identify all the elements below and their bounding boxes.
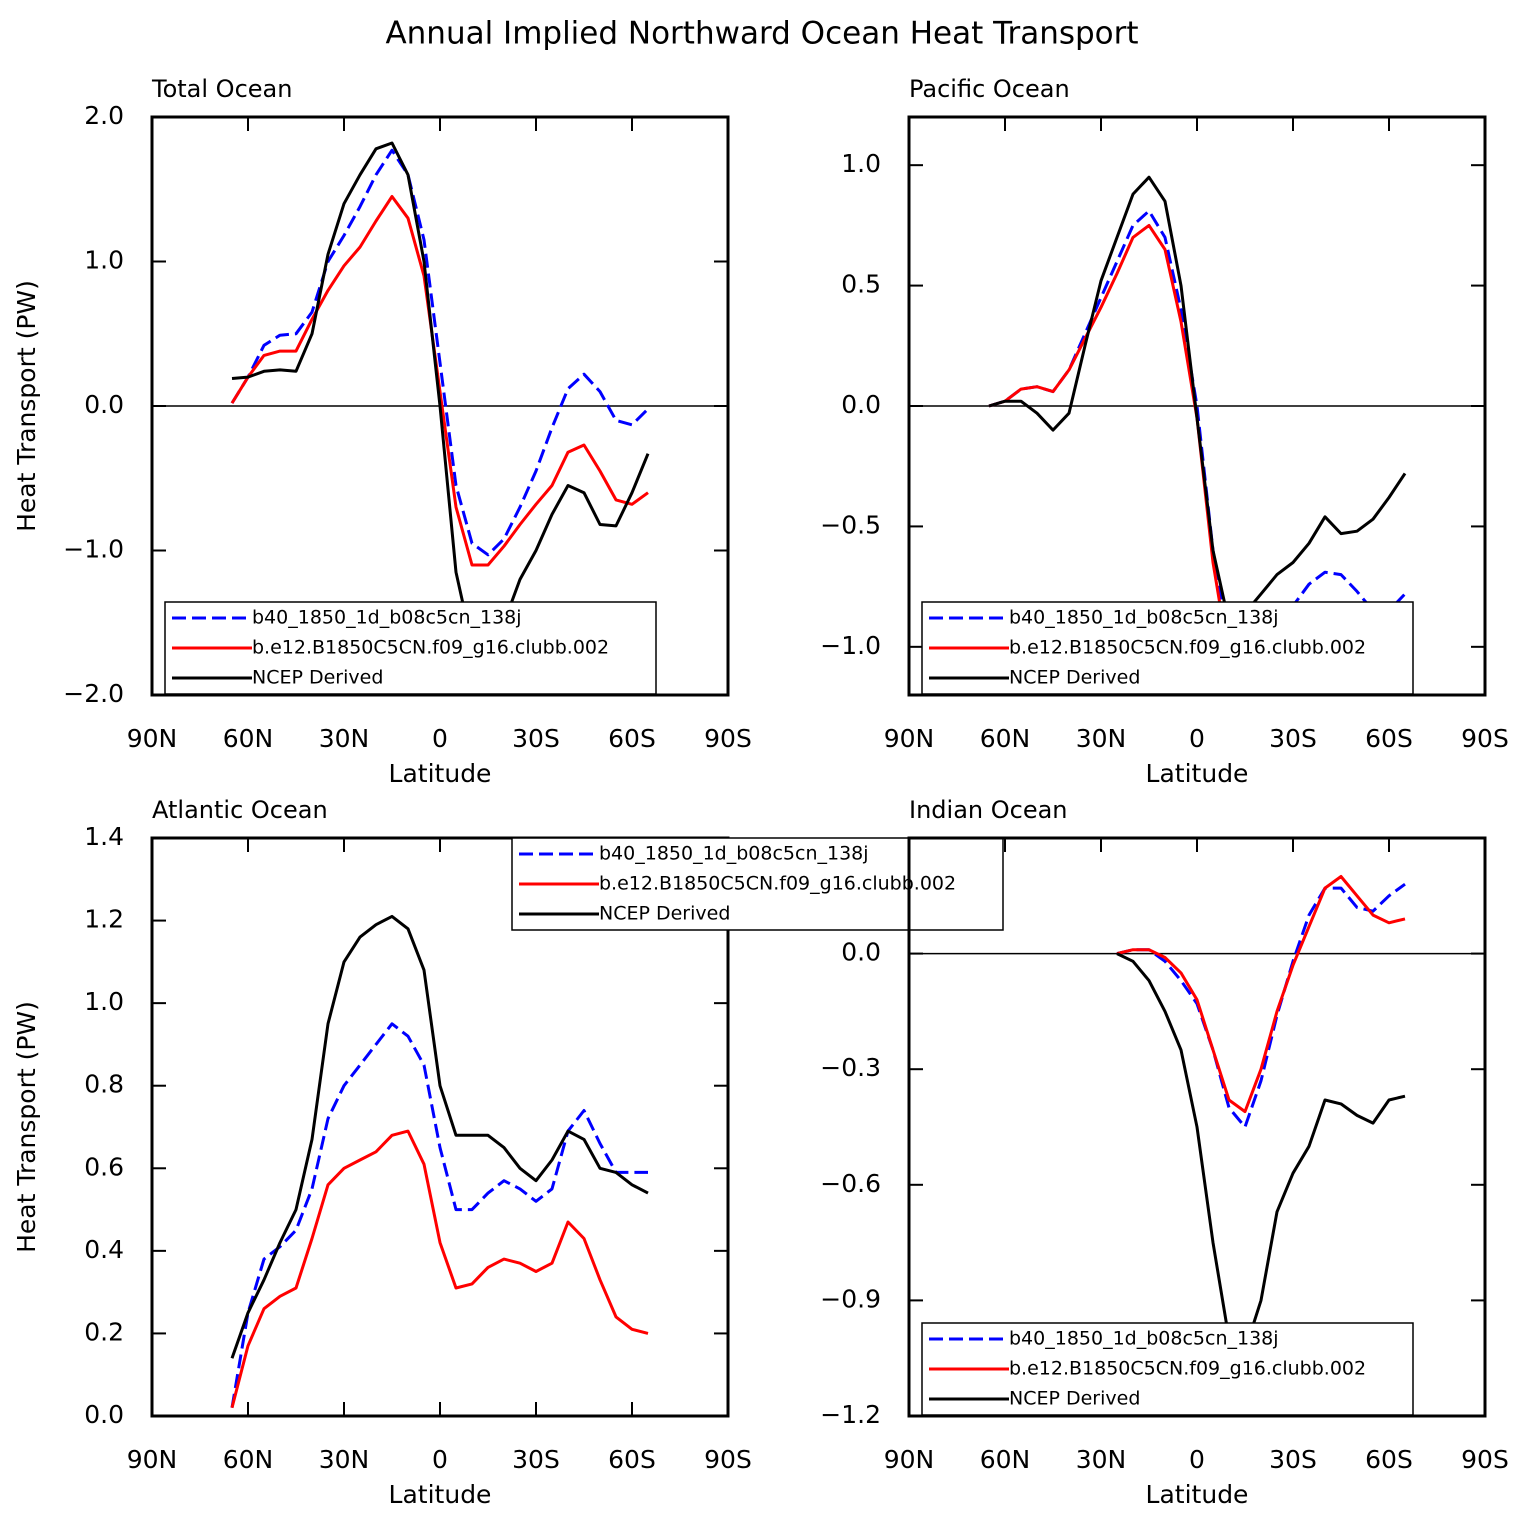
panel: Atlantic Ocean 90N 60N 30N 0 30S 60S 90S 0.0 0.2 0… [12, 796, 1004, 1509]
x-tick-label: 90N [884, 724, 935, 753]
x-tick-label: 30S [512, 1445, 560, 1474]
x-tick-label: 60N [980, 1445, 1031, 1474]
x-axis-label: Latitude [1146, 759, 1249, 788]
panel: Total Ocean 90N 60N 30N 0 30S 60S 90S −2.0 −1.0 0.… [12, 75, 752, 788]
series-line [230, 1022, 648, 1408]
y-tick-label: 0.2 [84, 1317, 124, 1346]
x-tick-label: 60N [223, 724, 274, 753]
x-axis-label: Latitude [389, 1480, 492, 1509]
legend-label: b40_1850_1d_b08c5cn_138j [252, 607, 522, 629]
legend-label: b40_1850_1d_b08c5cn_138j [599, 843, 869, 865]
x-axis-label: Latitude [1146, 1480, 1249, 1509]
y-tick-label: −1.0 [63, 535, 124, 564]
x-tick-label: 60S [1365, 1445, 1413, 1474]
x-tick-label: 90S [1461, 724, 1509, 753]
x-tick-label: 30N [1076, 724, 1127, 753]
series-line [1116, 875, 1406, 1114]
y-tick-label: 0.0 [84, 1400, 124, 1429]
x-tick-label: 90S [1461, 1445, 1509, 1474]
series-line [231, 141, 650, 646]
y-tick-label: 1.0 [84, 987, 124, 1016]
legend-label: NCEP Derived [1009, 667, 1140, 689]
y-tick-label: 1.4 [84, 822, 124, 851]
x-tick-label: 0 [1189, 724, 1205, 753]
x-tick-label: 60S [1365, 724, 1413, 753]
y-tick-label: 0.0 [841, 938, 881, 967]
legend-label: NCEP Derived [1009, 1388, 1140, 1410]
series-line [230, 195, 649, 567]
legend-label: b.e12.B1850C5CN.f09_g16.clubb.002 [1009, 637, 1366, 659]
y-tick-label: −1.2 [820, 1400, 881, 1429]
x-tick-label: 0 [432, 724, 448, 753]
y-tick-label: −0.5 [820, 510, 881, 539]
x-tick-label: 60S [608, 724, 656, 753]
panel-title: Total Ocean [151, 75, 292, 103]
y-tick-label: 2.0 [84, 101, 124, 130]
y-axis-label: Heat Transport (PW) [12, 1001, 41, 1253]
y-tick-label: 1.2 [84, 905, 124, 934]
y-tick-label: 0.8 [84, 1070, 124, 1099]
x-tick-label: 30N [319, 724, 370, 753]
legend-label: b.e12.B1850C5CN.f09_g16.clubb.002 [252, 637, 609, 659]
series-line [230, 1129, 649, 1409]
x-tick-label: 90N [884, 1445, 935, 1474]
x-tick-label: 90S [704, 724, 752, 753]
y-tick-label: −0.9 [820, 1284, 881, 1313]
legend-label: NCEP Derived [252, 667, 383, 689]
legend-label: b40_1850_1d_b08c5cn_138j [1009, 1328, 1279, 1350]
y-tick-label: 1.0 [841, 149, 881, 178]
x-tick-label: 0 [432, 1445, 448, 1474]
x-tick-label: 60N [223, 1445, 274, 1474]
panel-title: Pacific Ocean [909, 75, 1070, 103]
legend-label: b.e12.B1850C5CN.f09_g16.clubb.002 [599, 873, 956, 895]
series-line [988, 223, 1407, 663]
series-line [988, 175, 1407, 625]
legend-label: b40_1850_1d_b08c5cn_138j [1009, 607, 1279, 629]
x-tick-label: 30N [1076, 1445, 1127, 1474]
y-tick-label: 0.0 [841, 390, 881, 419]
series-line [988, 209, 1407, 668]
y-tick-label: 0.4 [84, 1235, 124, 1264]
x-tick-label: 60N [980, 724, 1031, 753]
x-tick-label: 30S [512, 724, 560, 753]
x-tick-label: 30S [1269, 724, 1317, 753]
x-tick-label: 30N [319, 1445, 370, 1474]
panel-title: Indian Ocean [909, 796, 1068, 824]
x-tick-label: 0 [1189, 1445, 1205, 1474]
figure-title: Annual Implied Northward Ocean Heat Tran… [385, 16, 1138, 52]
series-line [230, 914, 649, 1359]
series-line [1116, 952, 1406, 1352]
y-tick-label: 0.6 [84, 1152, 124, 1181]
y-tick-label: −0.3 [820, 1053, 881, 1082]
x-tick-label: 90S [704, 1445, 752, 1474]
y-tick-label: −0.6 [820, 1169, 881, 1198]
y-tick-label: 0.5 [841, 270, 881, 299]
x-tick-label: 90N [127, 1445, 178, 1474]
y-tick-label: −1.0 [820, 631, 881, 660]
y-tick-label: −2.0 [63, 679, 124, 708]
y-tick-label: 1.0 [84, 246, 124, 275]
y-tick-label: 0.0 [84, 390, 124, 419]
x-tick-label: 30S [1269, 1445, 1317, 1474]
legend-label: b.e12.B1850C5CN.f09_g16.clubb.002 [1009, 1358, 1366, 1380]
legend-label: NCEP Derived [599, 903, 730, 925]
x-tick-label: 60S [608, 1445, 656, 1474]
panel: Pacific Ocean 90N 60N 30N 0 30S 60S 90S −1.0 −0.5… [820, 75, 1509, 788]
x-axis-label: Latitude [389, 759, 492, 788]
panel: Indian Ocean 90N 60N 30N 0 30S 60S 90S −1.2 −0.9 −… [820, 796, 1509, 1509]
x-tick-label: 90N [127, 724, 178, 753]
series-line [230, 148, 650, 557]
y-axis-label: Heat Transport (PW) [12, 280, 41, 532]
panel-title: Atlantic Ocean [152, 796, 328, 824]
series-line [1116, 882, 1406, 1129]
